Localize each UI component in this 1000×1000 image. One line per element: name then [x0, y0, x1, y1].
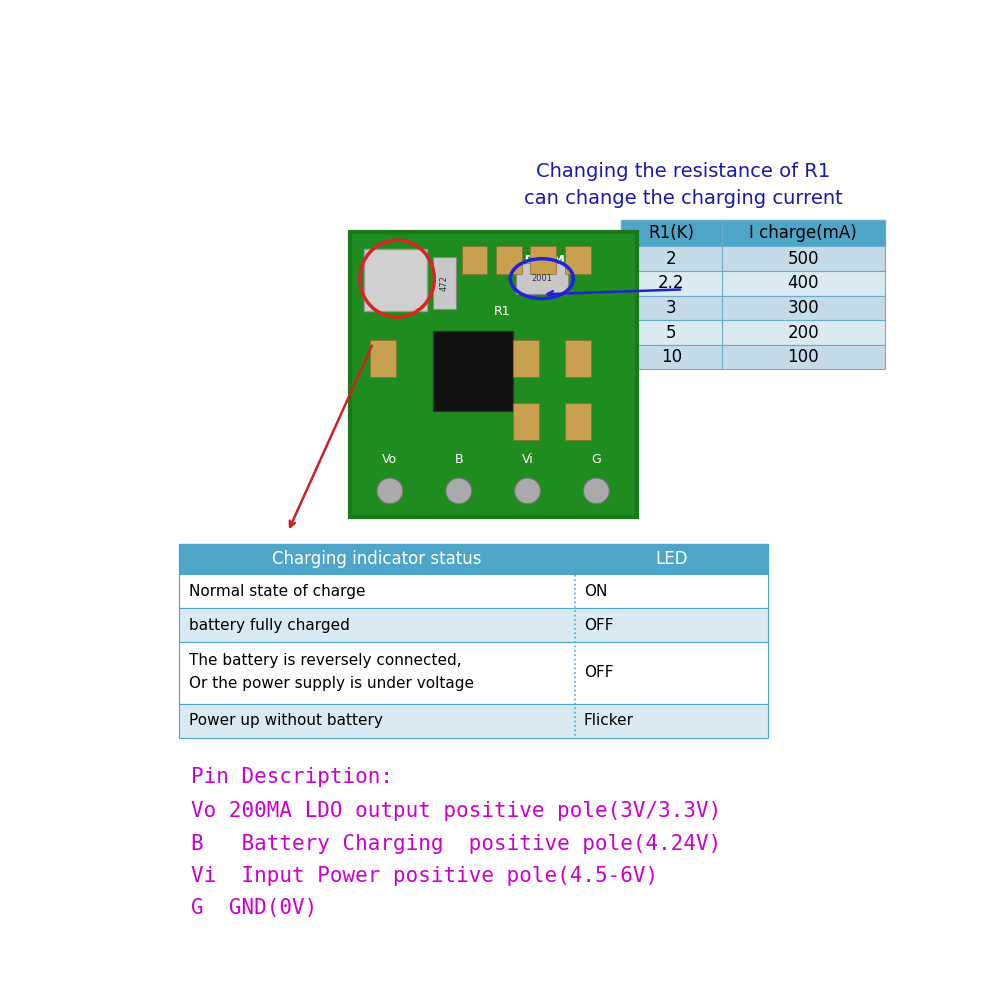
- Bar: [621, 220, 885, 246]
- Text: 3: 3: [666, 299, 677, 317]
- Bar: [350, 232, 637, 517]
- Ellipse shape: [515, 478, 540, 504]
- Bar: [179, 544, 768, 574]
- Text: Vi  Input Power positive pole(4.5-6V): Vi Input Power positive pole(4.5-6V): [191, 866, 658, 886]
- Ellipse shape: [583, 478, 609, 504]
- Bar: [179, 704, 768, 738]
- Bar: [513, 403, 539, 440]
- Text: 400: 400: [787, 274, 819, 292]
- Text: B: B: [454, 453, 463, 466]
- Bar: [530, 246, 556, 274]
- Bar: [433, 257, 456, 309]
- Bar: [516, 263, 568, 294]
- Text: Or the power supply is under voltage: Or the power supply is under voltage: [189, 676, 474, 691]
- Text: Pin Description:: Pin Description:: [191, 767, 393, 787]
- Text: OFF: OFF: [584, 618, 613, 633]
- Text: 2.2: 2.2: [658, 274, 685, 292]
- Bar: [621, 320, 885, 345]
- Text: Normal state of charge: Normal state of charge: [189, 584, 365, 599]
- Bar: [565, 403, 591, 440]
- Bar: [179, 642, 768, 704]
- Bar: [621, 345, 885, 369]
- Text: ON: ON: [584, 584, 607, 599]
- Text: 200: 200: [787, 324, 819, 342]
- Bar: [179, 574, 768, 608]
- Ellipse shape: [446, 478, 472, 504]
- Text: G  GND(0V): G GND(0V): [191, 898, 317, 918]
- Text: Changing the resistance of R1
can change the charging current: Changing the resistance of R1 can change…: [524, 162, 842, 208]
- Text: G: G: [591, 453, 601, 466]
- Text: 2: 2: [666, 250, 677, 268]
- Bar: [565, 246, 591, 274]
- Bar: [179, 608, 768, 642]
- Text: Power up without battery: Power up without battery: [189, 713, 382, 728]
- Text: 100: 100: [787, 348, 819, 366]
- Bar: [565, 340, 591, 377]
- Bar: [370, 340, 396, 377]
- Bar: [364, 249, 427, 311]
- Text: Vo: Vo: [382, 453, 397, 466]
- Text: 300: 300: [787, 299, 819, 317]
- Text: Vo 200MA LDO output positive pole(3V/3.3V): Vo 200MA LDO output positive pole(3V/3.3…: [191, 801, 721, 821]
- Text: The battery is reversely connected,: The battery is reversely connected,: [189, 653, 461, 668]
- Text: 472: 472: [440, 275, 449, 291]
- Bar: [496, 246, 522, 274]
- Text: I charge(mA): I charge(mA): [749, 224, 857, 242]
- Text: Charging indicator status: Charging indicator status: [272, 550, 482, 568]
- Bar: [513, 340, 539, 377]
- Text: 5: 5: [666, 324, 677, 342]
- Text: 2001: 2001: [531, 274, 552, 283]
- Bar: [621, 296, 885, 320]
- Text: 10: 10: [661, 348, 682, 366]
- Bar: [462, 246, 487, 274]
- Text: Vi: Vi: [522, 453, 533, 466]
- Text: B   Battery Charging  positive pole(4.24V): B Battery Charging positive pole(4.24V): [191, 834, 721, 854]
- Ellipse shape: [377, 478, 403, 504]
- Bar: [621, 246, 885, 271]
- Text: R1: R1: [493, 305, 510, 318]
- Text: OFF: OFF: [584, 665, 613, 680]
- Bar: [433, 331, 513, 411]
- Text: R1(K): R1(K): [648, 224, 694, 242]
- Text: 500: 500: [787, 250, 819, 268]
- Text: CRLD20MA: CRLD20MA: [498, 254, 574, 267]
- Text: LED: LED: [655, 550, 688, 568]
- Text: Flicker: Flicker: [584, 713, 634, 728]
- Text: battery fully charged: battery fully charged: [189, 618, 349, 633]
- Bar: [621, 271, 885, 296]
